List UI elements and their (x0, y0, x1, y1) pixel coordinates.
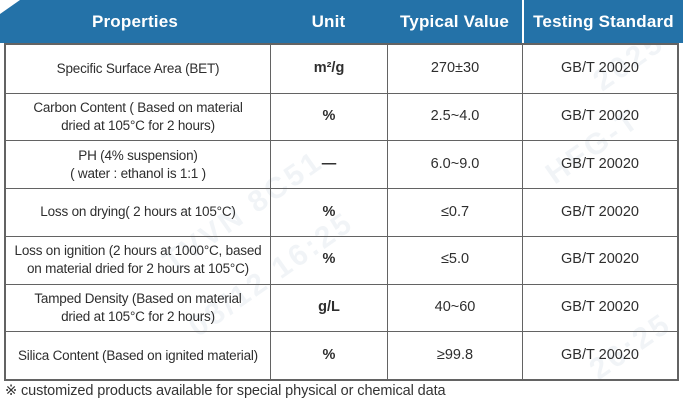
table-row-specific-surface-area: Specific Surface Area (BET) m²/g 270±30 … (6, 45, 677, 93)
typical-value-cell: 40~60 (387, 284, 522, 332)
unit-cell: % (270, 236, 387, 284)
typical-value-cell: ≤0.7 (387, 189, 522, 236)
table-row-carbon-content: Carbon Content ( Based on material dried… (6, 92, 677, 141)
typical-value-cell: 6.0~9.0 (387, 141, 522, 189)
property-cell: Loss on ignition (2 hours at 1000°C, bas… (14, 242, 262, 277)
testing-standard-cell: GB/T 20020 (522, 45, 677, 93)
property-cell: Carbon Content ( Based on material dried… (33, 99, 243, 134)
property-cell: Tamped Density (Based on material dried … (34, 290, 242, 324)
footnote: ※ customized products available for spec… (5, 383, 446, 399)
table-row-silica-content: Silica Content (Based on ignited materia… (6, 331, 677, 379)
unit-cell: % (270, 189, 387, 236)
testing-standard-cell: GB/T 20020 (522, 93, 677, 141)
typical-value-cell: 270±30 (387, 45, 522, 93)
property-cell: PH (4% suspension) ( water : ethanol is … (70, 147, 206, 181)
typical-value-cell: ≥99.8 (387, 332, 522, 379)
property-cell: Specific Surface Area (BET) (56, 60, 220, 76)
header-cell-unit: Unit (311, 11, 346, 31)
header-cell-testing-standard: Testing Standard (522, 0, 683, 43)
testing-standard-cell: GB/T 20020 (522, 284, 677, 332)
unit-cell: % (270, 93, 387, 141)
testing-standard-cell: GB/T 20020 (522, 236, 677, 284)
header-cell-typical-value: Typical Value (399, 11, 510, 31)
property-cell: Silica Content (Based on ignited materia… (18, 347, 258, 363)
table-header: Properties Unit Typical Value Testing St… (0, 0, 683, 43)
table-row-loss-on-ignition: Loss on ignition (2 hours at 1000°C, bas… (6, 235, 677, 284)
header-cell-properties: Properties (91, 11, 179, 31)
property-cell: Loss on drying( 2 hours at 105°C) (40, 204, 236, 220)
testing-standard-cell: GB/T 20020 (522, 141, 677, 189)
testing-standard-cell: GB/T 20020 (522, 332, 677, 379)
spec-table: Specific Surface Area (BET) m²/g 270±30 … (4, 43, 679, 381)
table-row-loss-on-drying: Loss on drying( 2 hours at 105°C) % ≤0.7… (6, 188, 677, 236)
unit-cell: — (270, 141, 387, 189)
table-row-tamped-density: Tamped Density (Based on material dried … (6, 283, 677, 332)
typical-value-cell: ≤5.0 (387, 236, 522, 284)
unit-cell: m²/g (270, 45, 387, 93)
testing-standard-cell: GB/T 20020 (522, 189, 677, 236)
typical-value-cell: 2.5~4.0 (387, 93, 522, 141)
table-row-ph: PH (4% suspension) ( water : ethanol is … (6, 140, 677, 189)
unit-cell: % (270, 332, 387, 379)
unit-cell: g/L (270, 284, 387, 332)
